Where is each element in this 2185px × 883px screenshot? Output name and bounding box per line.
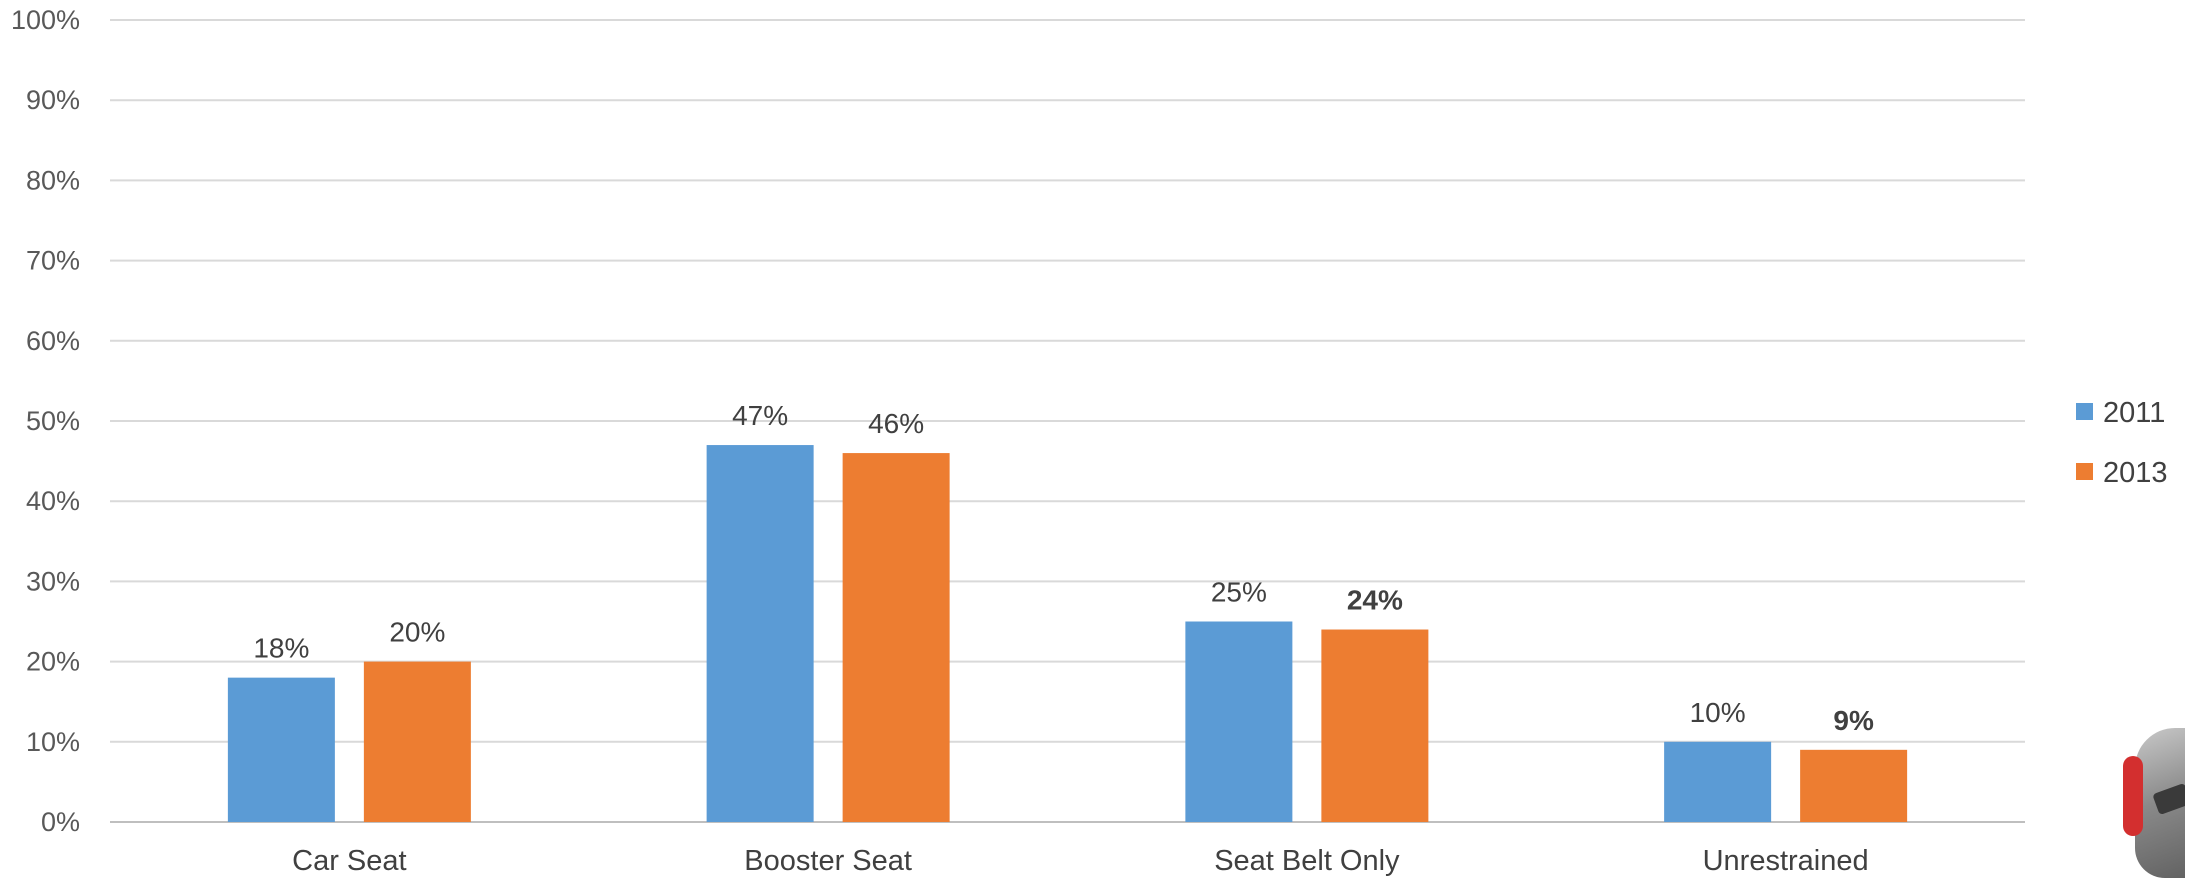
- bar-2011-1: [706, 445, 814, 822]
- legend: 2011 2013: [2076, 397, 2168, 489]
- data-label: 9%: [1833, 705, 1874, 736]
- bar-2013-0: [363, 661, 471, 822]
- y-tick-label: 60%: [26, 326, 80, 356]
- category-label: Unrestrained: [1703, 845, 1869, 877]
- y-tick-label: 50%: [26, 406, 80, 436]
- bar-2013-3: [1800, 749, 1908, 822]
- data-label: 18%: [253, 633, 309, 664]
- bar-2011-2: [1185, 621, 1293, 822]
- data-label: 24%: [1347, 585, 1403, 616]
- car-seat-product-icon: [2115, 728, 2185, 878]
- bar-2011-3: [1664, 741, 1772, 822]
- data-label: 25%: [1211, 577, 1267, 608]
- y-tick-label: 40%: [26, 486, 80, 516]
- y-tick-label: 0%: [41, 807, 80, 837]
- legend-label: 2011: [2103, 397, 2165, 429]
- bar-2011-0: [227, 677, 335, 822]
- y-tick-label: 10%: [26, 727, 80, 757]
- data-label: 47%: [732, 400, 788, 431]
- data-label: 10%: [1690, 697, 1746, 728]
- y-tick-label: 30%: [26, 566, 80, 596]
- legend-label: 2013: [2103, 457, 2168, 489]
- x-axis-categories: Car Seat Booster Seat Seat Belt Only Unrest…: [292, 845, 1868, 877]
- legend-swatch-2013: [2076, 463, 2093, 480]
- y-tick-label: 70%: [26, 246, 80, 276]
- category-label: Seat Belt Only: [1214, 845, 1400, 877]
- bars: [227, 445, 1908, 822]
- bar-2013-1: [842, 453, 950, 822]
- y-axis-ticks: 0% 10% 20% 30% 40% 50% 60% 70% 80% 90% 100%: [11, 5, 80, 837]
- bar-2013-2: [1321, 629, 1429, 822]
- seat-strap: [2123, 756, 2143, 836]
- y-tick-label: 90%: [26, 85, 80, 115]
- category-label: Booster Seat: [744, 845, 912, 877]
- data-labels: 18% 20% 47% 46% 25% 24% 10% 9%: [253, 400, 1874, 736]
- y-tick-label: 100%: [11, 5, 80, 35]
- y-tick-label: 80%: [26, 165, 80, 195]
- legend-swatch-2011: [2076, 403, 2093, 420]
- category-label: Car Seat: [292, 845, 406, 877]
- data-label: 46%: [868, 408, 924, 439]
- y-tick-label: 20%: [26, 647, 80, 677]
- data-label: 20%: [389, 617, 445, 648]
